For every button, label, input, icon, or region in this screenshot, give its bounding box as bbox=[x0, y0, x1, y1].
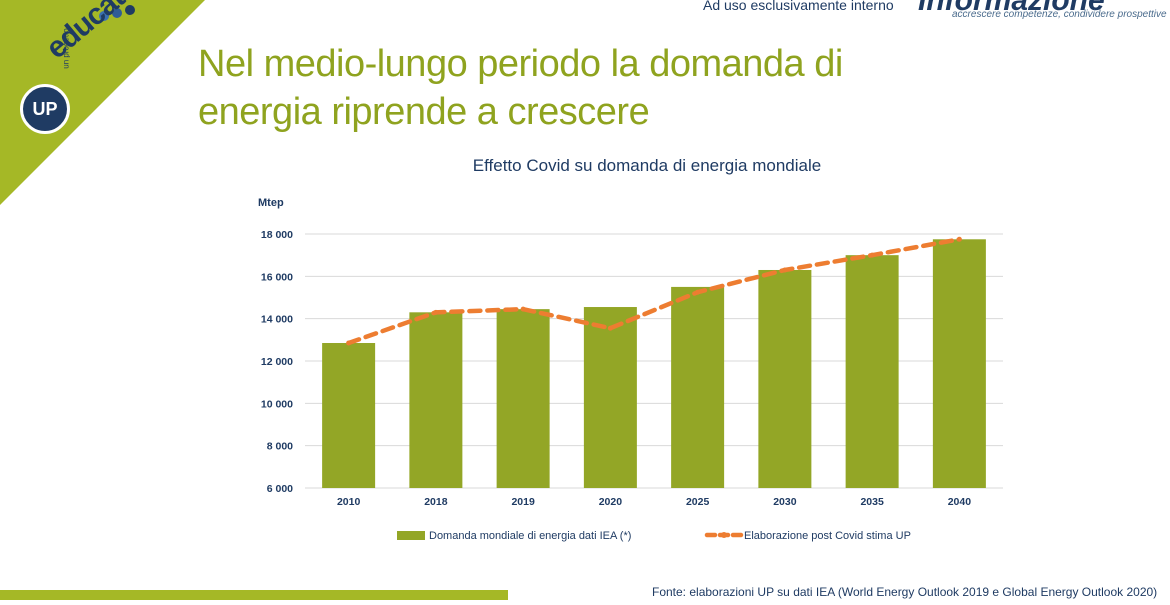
legend-label-bars: Domanda mondiale di energia dati IEA (*) bbox=[429, 530, 631, 542]
y-tick-label: 14 000 bbox=[261, 314, 293, 326]
bar-2019 bbox=[496, 309, 550, 488]
x-tick-label: 2035 bbox=[860, 496, 884, 508]
x-tick-label: 2025 bbox=[686, 496, 710, 508]
x-tick-label: 2018 bbox=[424, 496, 448, 508]
y-tick-label: 10 000 bbox=[261, 398, 293, 410]
x-tick-label: 2040 bbox=[948, 496, 972, 508]
x-tick-label: 2030 bbox=[773, 496, 797, 508]
bar-2025 bbox=[671, 286, 725, 488]
legend-swatch-bars bbox=[397, 531, 425, 540]
up-logo: UP bbox=[20, 84, 70, 134]
bar-2010 bbox=[322, 343, 376, 488]
y-tick-label: 12 000 bbox=[261, 356, 293, 368]
slide-title: Nel medio-lungo periodo la domanda di en… bbox=[198, 43, 843, 133]
bar-2035 bbox=[845, 255, 899, 488]
footer-bar bbox=[0, 590, 508, 600]
x-tick-label: 2019 bbox=[511, 496, 535, 508]
line-point-2040 bbox=[956, 236, 962, 242]
x-tick-label: 2020 bbox=[599, 496, 623, 508]
line-point-2010 bbox=[346, 340, 352, 346]
x-tick-label: 2010 bbox=[337, 496, 361, 508]
bar-2020 bbox=[583, 307, 637, 488]
bar-2030 bbox=[758, 269, 812, 488]
line-point-2019 bbox=[520, 306, 526, 312]
informazione-tagline: accrescere competenze, condividere prosp… bbox=[952, 9, 1167, 20]
line-point-2020 bbox=[607, 325, 613, 331]
legend-marker-line bbox=[721, 532, 727, 538]
bar-2040 bbox=[932, 239, 986, 488]
y-tick-label: 16 000 bbox=[261, 271, 293, 283]
line-point-2035 bbox=[869, 252, 875, 258]
source-note: Fonte: elaborazioni UP su dati IEA (Worl… bbox=[652, 585, 1158, 599]
y-tick-label: 6 000 bbox=[267, 483, 293, 495]
y-tick-label: 8 000 bbox=[267, 441, 293, 453]
y-tick-label: 18 000 bbox=[261, 229, 293, 241]
y-axis-label: Mtep bbox=[258, 197, 284, 209]
informazione-logo: Informazione bbox=[918, 0, 1105, 17]
line-point-2030 bbox=[782, 267, 788, 273]
brand-dots-icon bbox=[99, 5, 135, 21]
line-series-post-covid bbox=[346, 237, 962, 346]
line-point-2018 bbox=[433, 309, 439, 315]
legend-label-line: Elaborazione post Covid stima UP bbox=[744, 530, 911, 542]
chart-title: Effetto Covid su domanda di energia mond… bbox=[473, 156, 821, 175]
internal-use-note: Ad uso esclusivamente interno bbox=[703, 0, 894, 13]
line-point-2025 bbox=[695, 289, 701, 295]
bar-2018 bbox=[409, 312, 463, 488]
